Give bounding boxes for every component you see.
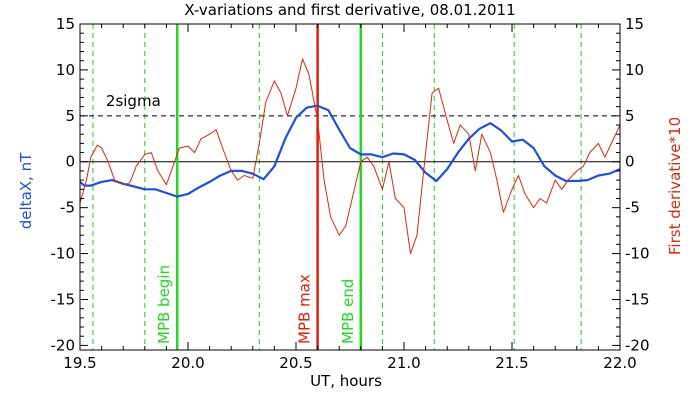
- y-tick-label-right-6: -15: [625, 290, 650, 308]
- y-tick-label-left-7: -20: [51, 336, 76, 354]
- y-tick-label-left-4: -5: [60, 199, 75, 217]
- y-tick-label-right-3: 0: [625, 153, 635, 171]
- threshold-label: 2sigma: [106, 92, 161, 110]
- y-tick-label-left-2: 5: [65, 107, 75, 125]
- y-tick-label-left-6: -15: [51, 290, 76, 308]
- mpb-max-label: MPB max: [296, 274, 314, 344]
- y-tick-label-left-0: 15: [56, 15, 75, 33]
- y-tick-label-left-3: 0: [65, 153, 75, 171]
- y-tick-label-right-5: -10: [625, 245, 650, 263]
- y-tick-label-left-1: 10: [56, 61, 75, 79]
- deltax-series-line: [79, 104, 621, 198]
- y-tick-label-right-7: -20: [625, 336, 650, 354]
- plot-area: 2sigma MPB begin MPB max MPB end 19.5 20.0 20.…: [51, 15, 650, 372]
- x-tick-label-0: 19.5: [63, 354, 96, 372]
- mpb-end-label: MPB end: [339, 279, 357, 344]
- y-tick-label-right-0: 15: [625, 15, 644, 33]
- plot-frame: [79, 23, 621, 351]
- mpb-begin-label: MPB begin: [155, 265, 173, 344]
- y-axis-title-left: deltaX, nT: [17, 152, 35, 229]
- y-tick-label-left-5: -10: [51, 245, 76, 263]
- y-tick-label-right-4: -5: [625, 199, 640, 217]
- x-tick-label-4: 21.5: [495, 354, 528, 372]
- y-tick-label-right-2: 5: [625, 107, 635, 125]
- y-tick-label-right-1: 10: [625, 61, 644, 79]
- x-axis-title: UT, hours: [310, 372, 382, 390]
- x-tick-label-3: 21.0: [387, 354, 420, 372]
- x-tick-label-2: 20.5: [279, 354, 312, 372]
- x-tick-label-1: 20.0: [171, 354, 204, 372]
- x-tick-label-5: 22.0: [603, 354, 636, 372]
- chart-title: X-variations and first derivative, 08.01…: [184, 1, 515, 19]
- y-axis-title-right: First derivative*10: [666, 117, 684, 255]
- derivative-series-line: [79, 58, 621, 255]
